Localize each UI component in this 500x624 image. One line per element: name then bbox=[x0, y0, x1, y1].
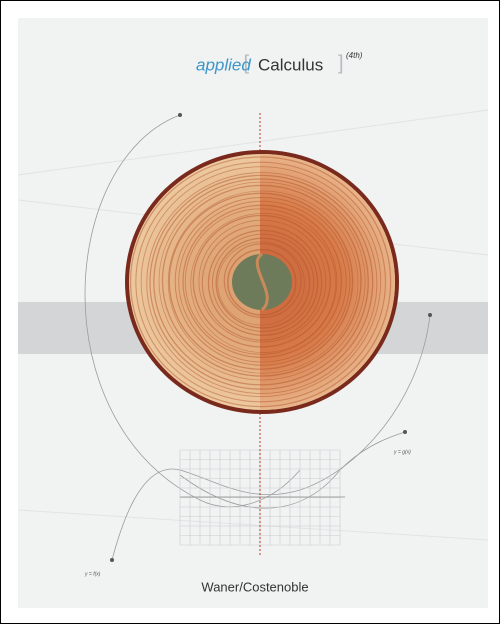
title-word: Calculus bbox=[258, 55, 323, 74]
curve-label: y = g(x) bbox=[393, 449, 411, 455]
curve-label: y = f(x) bbox=[84, 571, 101, 577]
curve-end bbox=[110, 558, 114, 562]
author: Waner/Costenoble bbox=[201, 579, 308, 594]
book-cover-page: [ applied Calculus ] (4th) y = f(x) y = … bbox=[0, 0, 500, 624]
curve-end bbox=[178, 113, 182, 117]
cover: [ applied Calculus ] (4th) y = f(x) y = … bbox=[0, 0, 500, 624]
edition: (4th) bbox=[346, 51, 363, 60]
title-bracket: ] bbox=[338, 52, 344, 74]
title-word: applied bbox=[196, 55, 251, 74]
curve-end bbox=[403, 430, 407, 434]
curve-end bbox=[428, 313, 432, 317]
